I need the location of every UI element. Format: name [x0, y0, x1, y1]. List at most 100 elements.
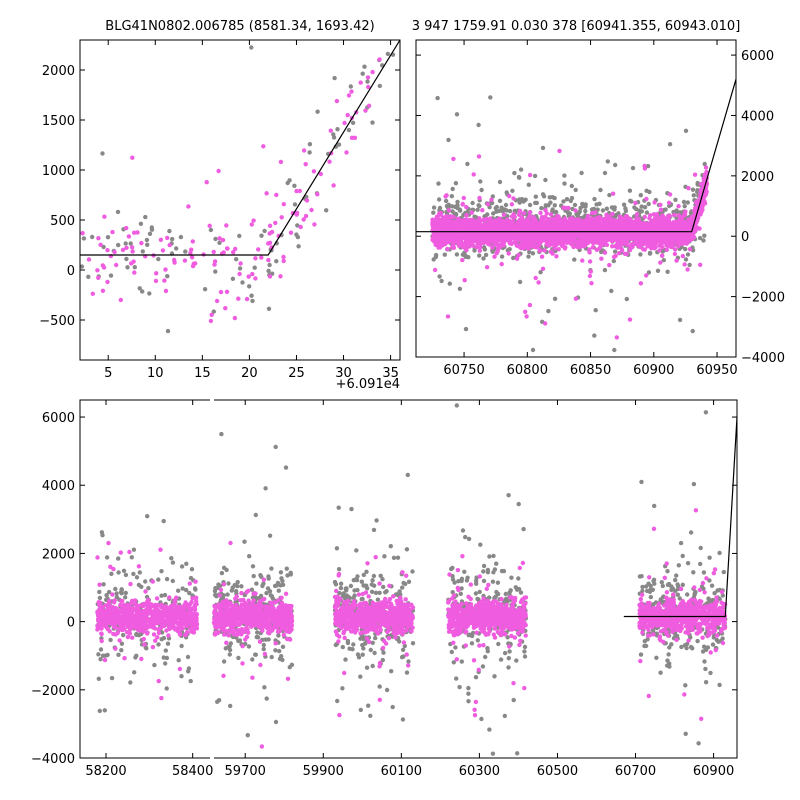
data-point	[264, 191, 269, 196]
data-point	[436, 245, 441, 250]
data-point	[513, 226, 518, 231]
data-point	[140, 249, 145, 254]
chart1-x-offset: +6.091e4	[336, 377, 400, 392]
data-point	[385, 51, 391, 57]
data-point	[90, 291, 96, 296]
data-point	[511, 255, 516, 261]
data-point	[174, 246, 179, 251]
data-point	[543, 321, 548, 326]
data-point	[467, 217, 473, 222]
data-point	[509, 202, 515, 207]
data-point	[443, 198, 449, 204]
data-point	[472, 248, 477, 253]
chart1-title: BLG41N0802.006785 (8581.34, 1693.42)	[105, 19, 374, 34]
data-point	[232, 315, 238, 321]
data-point	[567, 226, 573, 231]
data-point	[463, 217, 468, 223]
data-point	[587, 236, 593, 241]
data-point	[592, 333, 597, 338]
data-point	[552, 203, 557, 208]
data-point	[450, 186, 455, 192]
data-point	[342, 120, 347, 126]
data-point	[237, 233, 242, 239]
data-point	[646, 270, 652, 275]
data-point	[512, 170, 517, 176]
data-point	[543, 214, 548, 220]
data-point	[662, 218, 668, 223]
data-point	[279, 215, 284, 220]
data-point	[479, 187, 484, 193]
data-point	[214, 298, 220, 304]
data-point	[154, 271, 159, 276]
data-point	[630, 242, 635, 247]
chart1-ytick-label: 2000	[42, 64, 75, 79]
data-point	[574, 219, 579, 225]
data-point	[297, 188, 302, 194]
data-point	[481, 245, 487, 250]
data-point	[334, 98, 340, 104]
data-point	[503, 202, 509, 208]
data-point	[449, 204, 455, 209]
data-point	[456, 216, 461, 222]
data-point	[601, 235, 606, 241]
data-point	[604, 206, 609, 211]
data-point	[526, 182, 531, 187]
data-point	[345, 112, 350, 118]
data-point	[639, 204, 644, 209]
data-point	[256, 247, 261, 252]
data-point	[589, 281, 594, 286]
data-point	[456, 241, 462, 246]
data-point	[642, 163, 647, 169]
data-point	[507, 221, 512, 226]
chart2-series-pink	[430, 148, 709, 340]
data-point	[676, 213, 681, 218]
data-point	[529, 221, 535, 226]
data-point	[572, 236, 577, 242]
data-point	[692, 208, 697, 214]
data-point	[236, 296, 241, 301]
data-point	[490, 245, 495, 250]
data-point	[471, 172, 476, 177]
data-point	[562, 216, 567, 221]
data-point	[435, 95, 440, 101]
data-point	[207, 223, 212, 228]
data-point	[680, 253, 685, 259]
data-point	[546, 223, 551, 228]
chart2-title: 3 947 1759.91 0.030 378 [60941.355, 6094…	[412, 19, 741, 34]
chart1-ytick-label: −500	[39, 314, 75, 329]
data-point	[612, 347, 617, 353]
data-point	[610, 223, 615, 228]
data-point	[240, 280, 245, 285]
data-point	[552, 195, 557, 201]
data-point	[370, 69, 375, 75]
data-point	[220, 237, 226, 243]
chart2-xtick-label: 60950	[696, 363, 737, 378]
data-point	[698, 262, 703, 267]
data-point	[237, 266, 243, 271]
data-point	[527, 302, 533, 308]
data-point	[97, 708, 103, 714]
data-point	[267, 274, 273, 279]
data-point	[143, 579, 148, 584]
data-point	[224, 223, 229, 228]
data-point	[474, 244, 480, 250]
data-point	[611, 254, 617, 260]
data-point	[335, 127, 340, 132]
data-point	[499, 261, 504, 267]
data-point	[96, 236, 101, 241]
data-point	[630, 165, 636, 171]
data-point	[533, 194, 538, 199]
data-point	[465, 222, 471, 227]
data-point	[555, 219, 560, 225]
data-point	[144, 237, 150, 243]
data-point	[312, 222, 317, 227]
data-point	[616, 211, 621, 216]
data-point	[165, 328, 171, 334]
data-point	[681, 199, 687, 205]
data-point	[527, 249, 532, 255]
data-point	[670, 243, 676, 248]
data-point	[527, 210, 533, 215]
data-point	[112, 249, 117, 255]
data-point	[100, 151, 105, 156]
